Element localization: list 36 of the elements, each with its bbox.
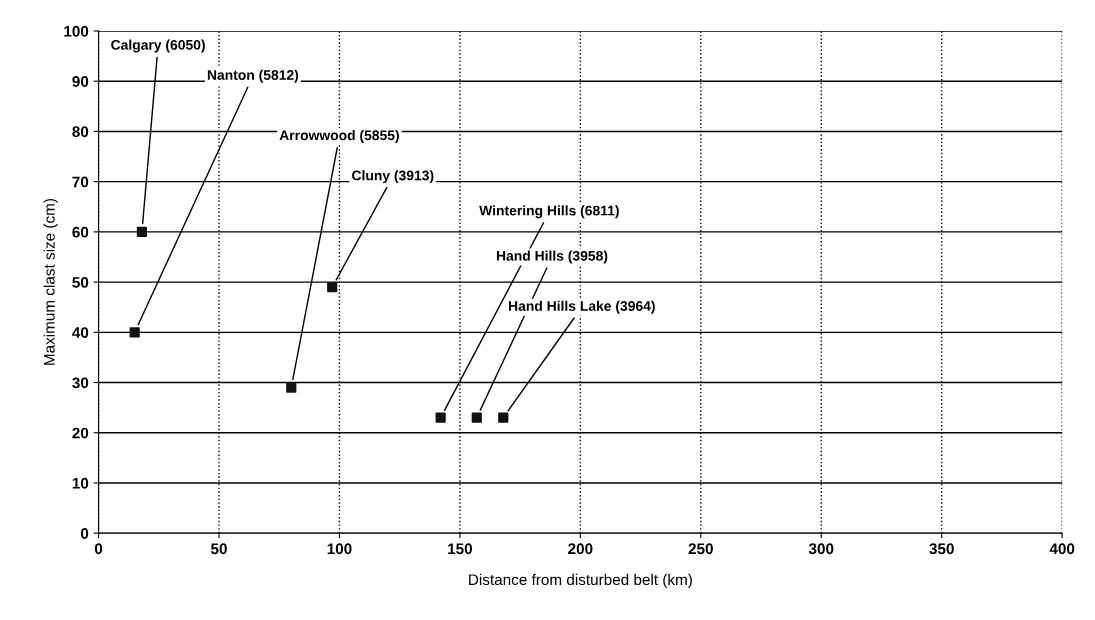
x-tick-label: 250 xyxy=(688,543,713,555)
y-tick-label: 60 xyxy=(72,226,89,238)
annotation: Hand Hills Lake (3964) xyxy=(509,300,655,314)
y-tick-label: 30 xyxy=(72,377,89,389)
point xyxy=(286,382,297,393)
point xyxy=(471,412,482,423)
annotation: Cluny (3913) xyxy=(352,170,434,184)
annotation: Wintering Hills (6811) xyxy=(479,205,619,219)
y-tick-label: 20 xyxy=(72,427,89,439)
annotation: Calgary (6050) xyxy=(111,39,205,53)
y-tick-label: 40 xyxy=(72,327,89,339)
x-tick-label: 50 xyxy=(210,543,227,555)
y-tick-label: 100 xyxy=(64,25,89,37)
y-axis-title: Maximum clast size (cm) xyxy=(43,199,58,365)
x-tick-label: 200 xyxy=(568,543,593,555)
y-tick-label: 50 xyxy=(72,276,89,288)
point xyxy=(498,412,509,423)
x-tick-label: 100 xyxy=(327,543,352,555)
point xyxy=(435,412,446,423)
point xyxy=(136,226,147,237)
x-tick-label: 300 xyxy=(808,543,834,555)
annotation: Nanton (5812) xyxy=(207,69,299,83)
x-tick-label: 350 xyxy=(929,543,954,555)
y-tick-label: 80 xyxy=(72,126,89,138)
point xyxy=(129,327,140,338)
point xyxy=(327,282,338,293)
y-tick-label: 90 xyxy=(72,76,89,87)
x-tick-label: 150 xyxy=(448,543,473,555)
x-tick-label: 0 xyxy=(94,543,103,555)
y-tick-label: 0 xyxy=(80,528,89,539)
y-tick-label: 70 xyxy=(72,176,89,188)
annotation: Hand Hills (3958) xyxy=(496,250,608,264)
annotation: Arrowwood (5855) xyxy=(279,129,399,143)
x-tick-label: 400 xyxy=(1049,543,1075,555)
x-axis-title: Distance from disturbed belt (km) xyxy=(469,573,692,589)
y-tick-label: 10 xyxy=(72,477,89,489)
